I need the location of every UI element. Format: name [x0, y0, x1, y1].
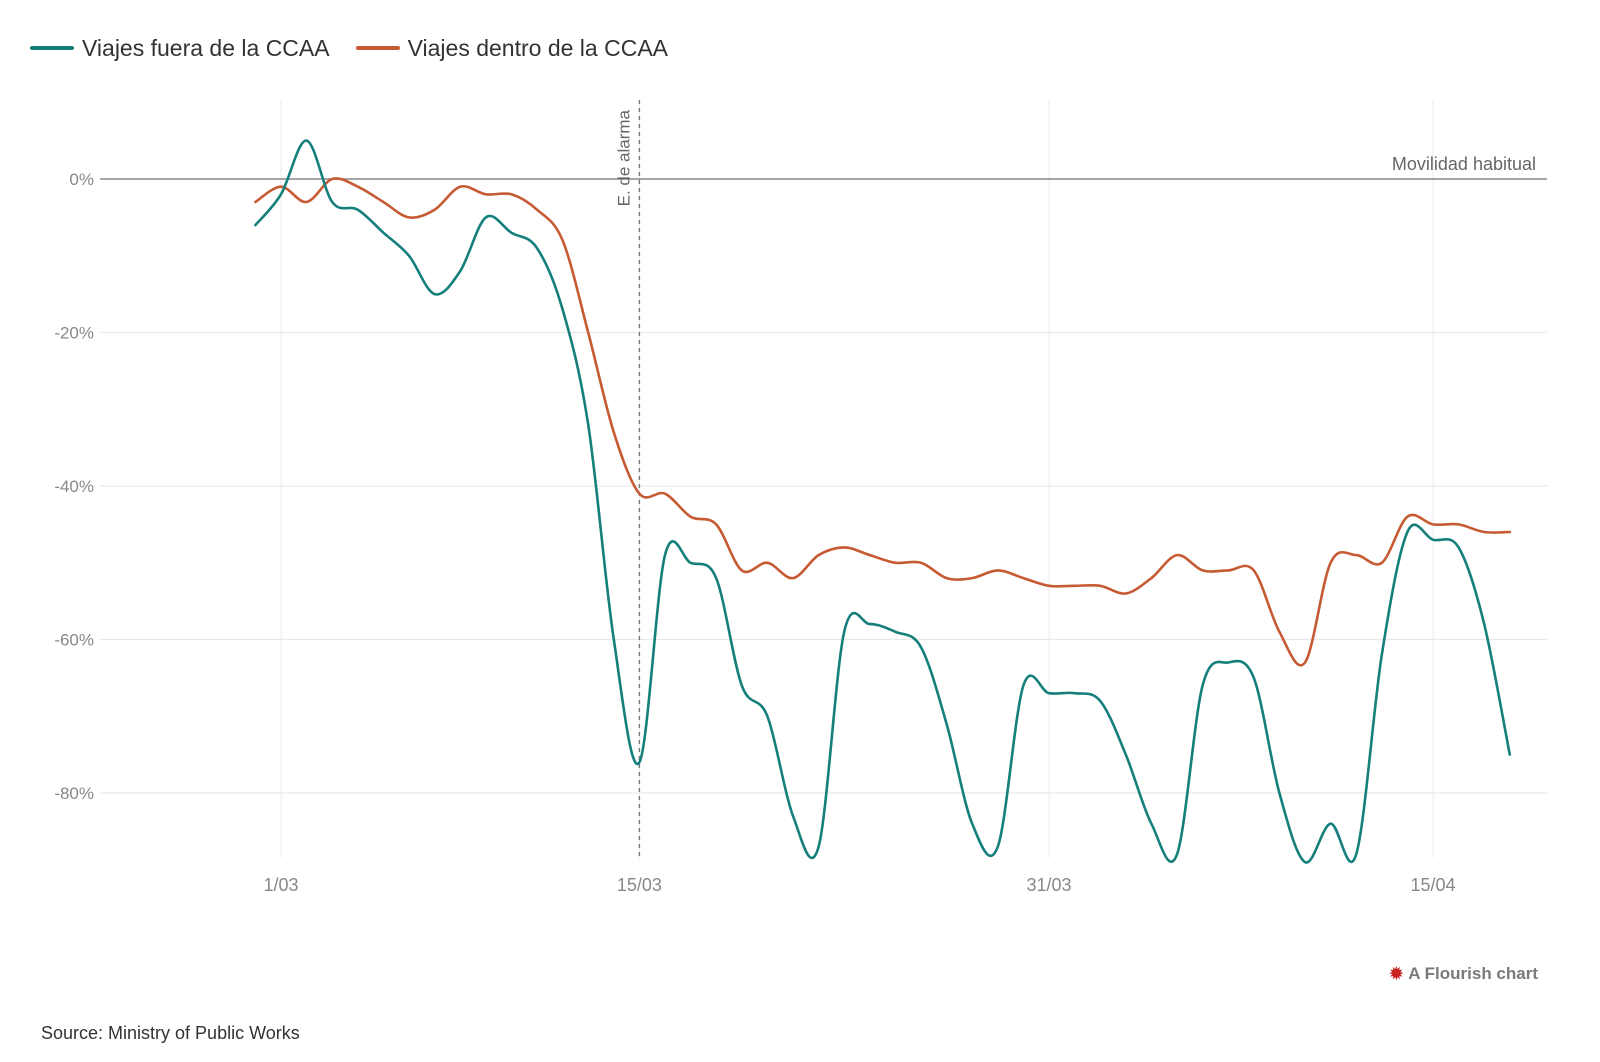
legend-item-fuera[interactable]: Viajes fuera de la CCAA	[30, 35, 330, 62]
legend-item-dentro[interactable]: Viajes dentro de la CCAA	[355, 34, 668, 62]
series-lines	[254, 139, 1512, 864]
series-line-dentro[interactable]	[254, 177, 1512, 667]
y-tick-label: -20%	[54, 324, 94, 343]
legend-label-dentro: Viajes dentro de la CCAA	[407, 34, 668, 61]
event-label: E. de alarma	[614, 109, 633, 206]
flourish-credit[interactable]: ✹ A Flourish chart	[1388, 964, 1538, 984]
y-tick-label: 0%	[69, 170, 94, 189]
series-line-fuera[interactable]	[254, 139, 1512, 864]
x-tick-label: 31/03	[1026, 875, 1071, 895]
baseline-label: Movilidad habitual	[1392, 154, 1536, 174]
y-tick-label: -40%	[54, 477, 94, 496]
y-gridlines	[100, 331, 1547, 794]
y-tick-labels: 0% -20% -40% -60% -80%	[54, 170, 94, 803]
x-tick-label: 15/03	[617, 875, 662, 895]
legend: Viajes fuera de la CCAA Viajes dentro de…	[30, 30, 668, 66]
source-note: Source: Ministry of Public Works	[41, 1023, 300, 1043]
y-tick-label: -60%	[54, 631, 94, 650]
x-tick-label: 1/03	[263, 875, 298, 895]
x-tick-labels: 1/03 15/03 31/03 15/04	[263, 875, 1455, 895]
flourish-icon: ✹	[1388, 963, 1405, 985]
y-tick-label: -80%	[54, 784, 94, 803]
flourish-credit-text: A Flourish chart	[1408, 964, 1538, 983]
legend-swatch-fuera	[30, 46, 74, 50]
legend-swatch-dentro	[355, 46, 400, 50]
x-tick-label: 15/04	[1410, 875, 1455, 895]
legend-label-fuera: Viajes fuera de la CCAA	[82, 34, 330, 61]
x-gridlines	[280, 100, 1434, 858]
